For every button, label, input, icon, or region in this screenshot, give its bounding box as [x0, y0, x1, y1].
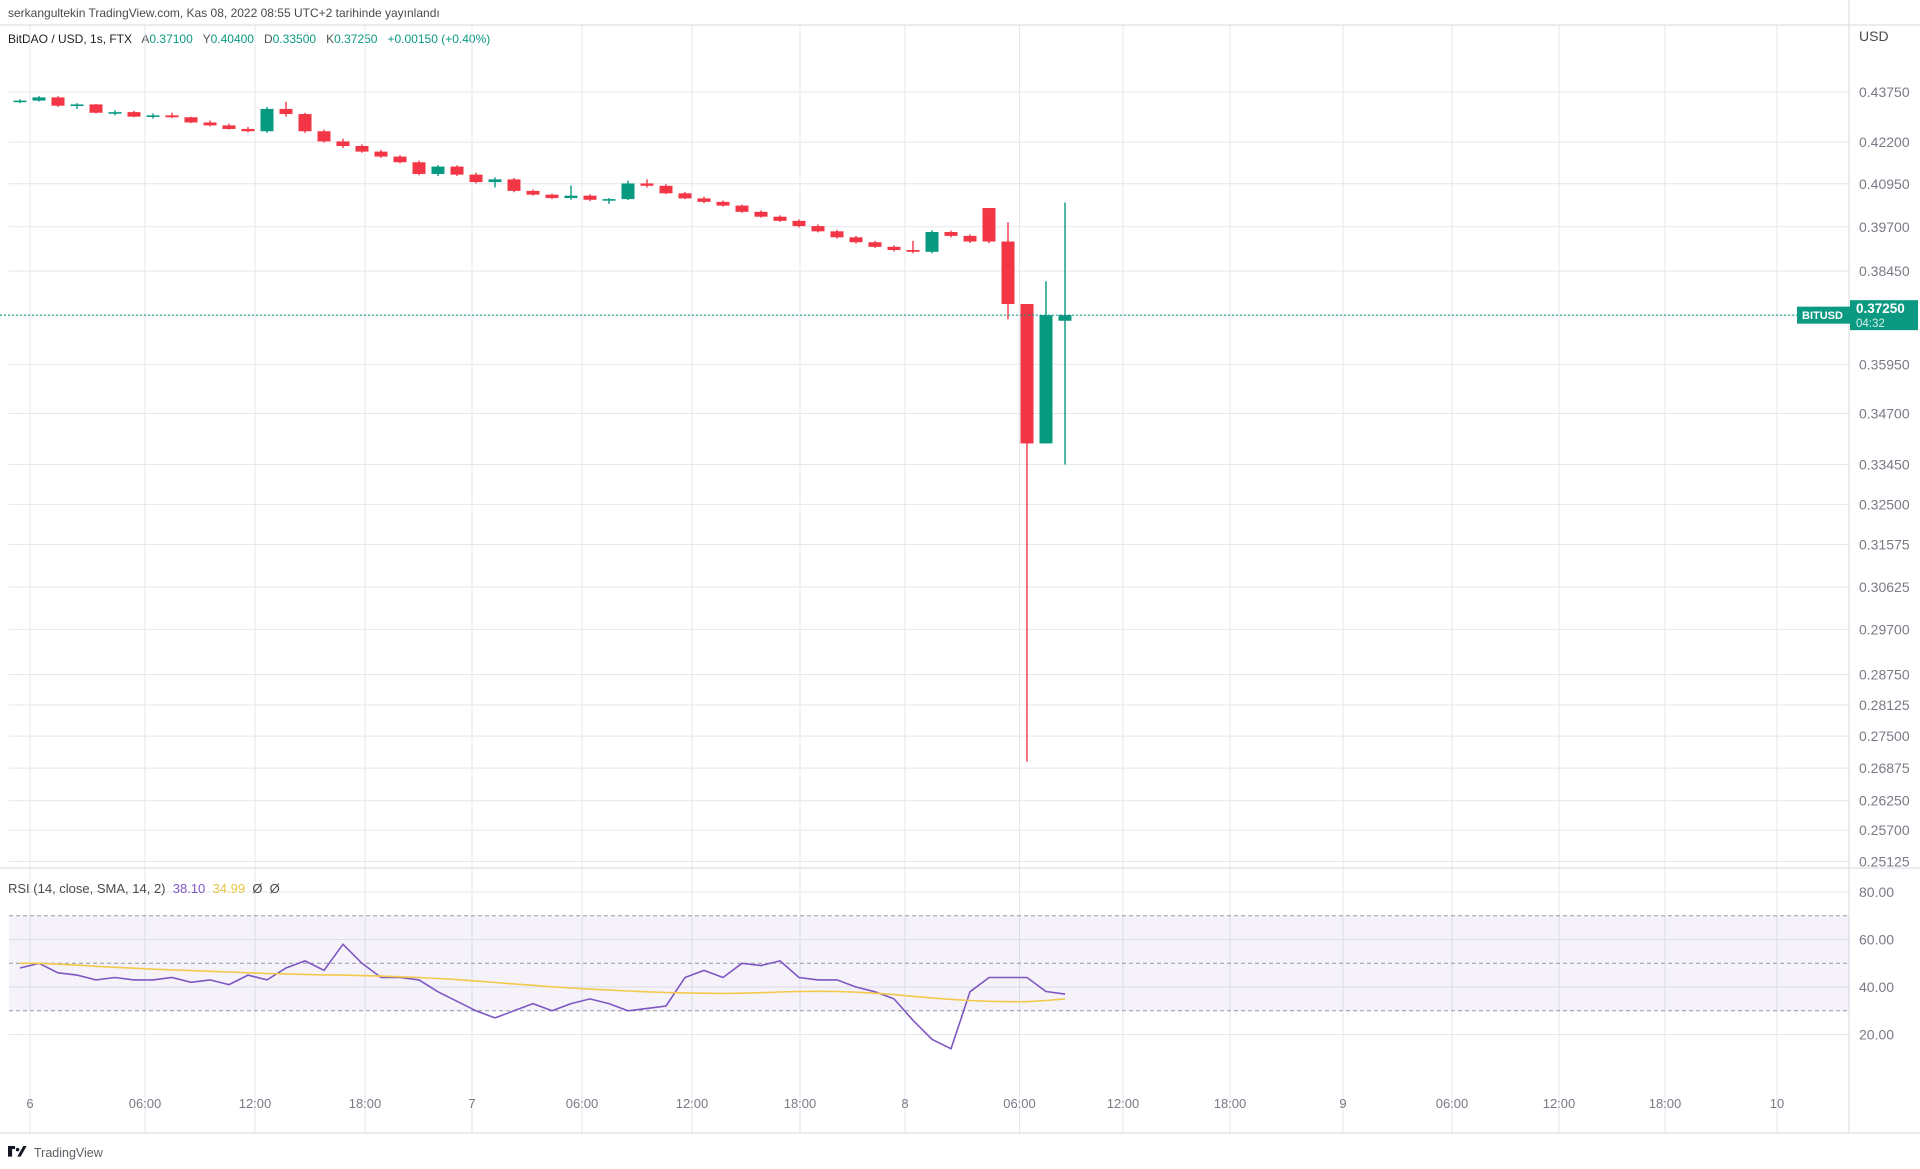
svg-text:0.29700: 0.29700 — [1859, 621, 1910, 637]
svg-text:0.25700: 0.25700 — [1859, 822, 1910, 838]
svg-text:0.28125: 0.28125 — [1859, 697, 1910, 713]
svg-text:0.32500: 0.32500 — [1859, 496, 1910, 512]
svg-text:0.33450: 0.33450 — [1859, 456, 1910, 472]
svg-text:0.30625: 0.30625 — [1859, 579, 1910, 595]
svg-text:0.31575: 0.31575 — [1859, 536, 1910, 552]
svg-text:BITUSD: BITUSD — [1802, 310, 1843, 322]
svg-text:18:00: 18:00 — [784, 1096, 817, 1111]
svg-text:06:00: 06:00 — [1003, 1096, 1036, 1111]
svg-text:06:00: 06:00 — [129, 1096, 162, 1111]
svg-text:12:00: 12:00 — [1543, 1096, 1576, 1111]
svg-text:7: 7 — [468, 1096, 475, 1111]
svg-text:0.43750: 0.43750 — [1859, 84, 1910, 100]
svg-text:0.39700: 0.39700 — [1859, 219, 1910, 235]
svg-text:0.40950: 0.40950 — [1859, 176, 1910, 192]
svg-text:18:00: 18:00 — [1649, 1096, 1682, 1111]
svg-text:20.00: 20.00 — [1859, 1027, 1894, 1043]
svg-text:12:00: 12:00 — [676, 1096, 709, 1111]
svg-text:0.27500: 0.27500 — [1859, 728, 1910, 744]
svg-text:06:00: 06:00 — [1436, 1096, 1469, 1111]
svg-text:USD: USD — [1859, 28, 1889, 44]
svg-text:12:00: 12:00 — [1107, 1096, 1140, 1111]
svg-text:40.00: 40.00 — [1859, 979, 1894, 995]
svg-text:0.38450: 0.38450 — [1859, 263, 1910, 279]
svg-text:10: 10 — [1770, 1096, 1784, 1111]
svg-text:12:00: 12:00 — [239, 1096, 272, 1111]
svg-text:0.42200: 0.42200 — [1859, 134, 1910, 150]
svg-text:6: 6 — [26, 1096, 33, 1111]
svg-text:8: 8 — [901, 1096, 908, 1111]
svg-text:9: 9 — [1339, 1096, 1346, 1111]
svg-text:04:32: 04:32 — [1856, 318, 1885, 330]
svg-text:0.28750: 0.28750 — [1859, 667, 1910, 683]
svg-text:0.37250: 0.37250 — [1856, 301, 1905, 316]
svg-text:06:00: 06:00 — [566, 1096, 599, 1111]
svg-text:18:00: 18:00 — [1214, 1096, 1247, 1111]
svg-text:0.34700: 0.34700 — [1859, 406, 1910, 422]
svg-text:0.25125: 0.25125 — [1859, 854, 1910, 870]
svg-text:0.26250: 0.26250 — [1859, 793, 1910, 809]
svg-text:60.00: 60.00 — [1859, 932, 1894, 948]
svg-text:80.00: 80.00 — [1859, 884, 1894, 900]
svg-text:0.26875: 0.26875 — [1859, 760, 1910, 776]
svg-text:18:00: 18:00 — [349, 1096, 382, 1111]
svg-text:0.35950: 0.35950 — [1859, 356, 1910, 372]
